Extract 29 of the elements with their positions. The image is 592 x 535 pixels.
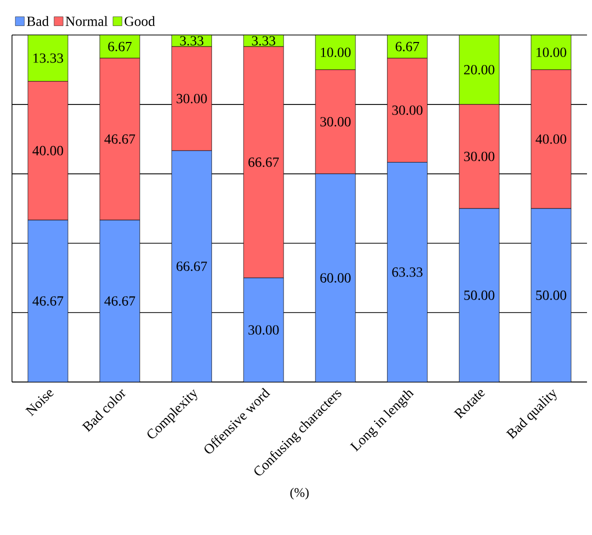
data-label: 60.00 — [320, 273, 351, 283]
data-label: 46.67 — [104, 134, 136, 144]
data-label: 30.00 — [248, 325, 279, 335]
legend-label: Good — [124, 16, 155, 26]
x-tick-label: Bad color — [82, 389, 126, 432]
data-label: 50.00 — [464, 290, 494, 300]
data-label: 6.67 — [108, 42, 132, 52]
data-label: 10.00 — [536, 48, 566, 58]
data-label: 13.33 — [33, 53, 64, 63]
data-label: 6.67 — [396, 42, 420, 52]
data-label: 30.00 — [392, 105, 422, 115]
data-label: 66.67 — [248, 158, 279, 167]
data-label: 66.67 — [176, 262, 207, 272]
legend-label: Bad — [26, 16, 49, 26]
data-label: 46.67 — [32, 296, 64, 306]
data-label: 3.33 — [252, 36, 276, 46]
legend-label: Normal — [66, 16, 108, 26]
data-label: 50.00 — [536, 290, 566, 300]
data-label: 20.00 — [464, 64, 494, 74]
data-label: 30.00 — [176, 94, 207, 104]
data-label: 3.33 — [180, 36, 204, 46]
data-label: 40.00 — [536, 134, 566, 144]
data-label: 46.67 — [104, 296, 136, 306]
data-label: 10.00 — [320, 48, 351, 58]
data-label: 30.00 — [320, 117, 351, 127]
x-axis-title: (%) — [290, 488, 309, 500]
data-label: 40.00 — [32, 146, 64, 156]
data-label: 30.00 — [464, 152, 494, 162]
data-label: 63.33 — [392, 267, 422, 277]
